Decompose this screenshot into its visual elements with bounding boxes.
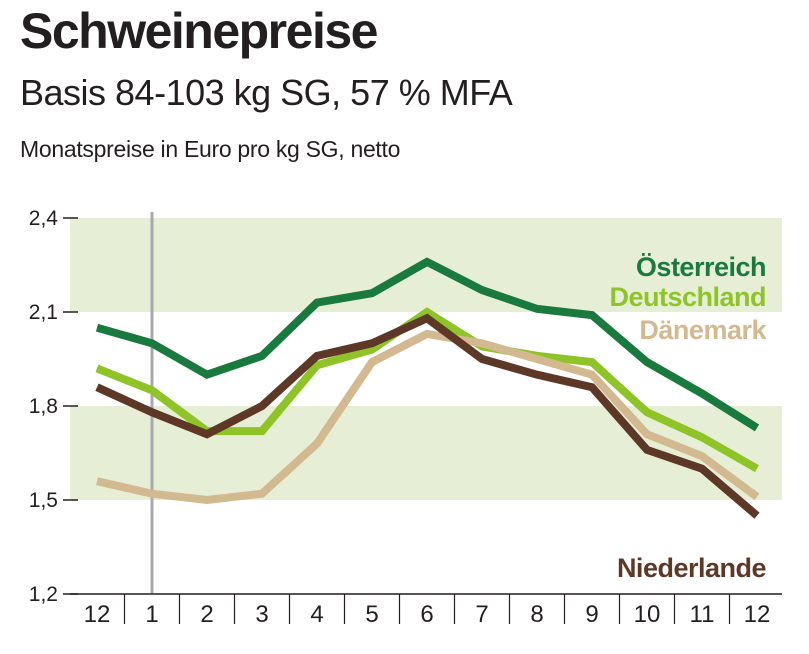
x-tick-label: 2 [200, 601, 213, 628]
y-axis-label: Monatspreise in Euro pro kg SG, netto [20, 136, 401, 162]
x-tick-label: 9 [585, 601, 598, 628]
x-tick-label: 1 [145, 601, 158, 628]
chart-subtitle: Basis 84-103 kg SG, 57 % MFA [20, 72, 513, 113]
y-tick-label: 1,8 [29, 395, 58, 418]
series-line-0 [95, 257, 760, 432]
x-tick-label: 11 [690, 601, 715, 628]
x-axis: 12 1 2 3 4 5 6 7 8 9 10 11 12 [70, 593, 782, 628]
y-tick-label: 2,1 [29, 301, 58, 324]
x-tick-label: 7 [475, 601, 488, 628]
chart-title: Schweinepreise [20, 3, 378, 59]
y-tick-label: 1,5 [29, 489, 58, 512]
x-tick-label: 8 [530, 601, 543, 628]
series-line-2 [96, 329, 760, 505]
x-tick-label: 3 [255, 601, 268, 628]
y-tick-label: 1,2 [29, 583, 58, 606]
x-tick-label: 4 [310, 601, 323, 628]
series-lines [95, 257, 760, 519]
x-tick-label: 12 [744, 601, 771, 628]
y-tick-label: 2,4 [29, 207, 59, 230]
series-line-3 [95, 313, 760, 519]
y-axis: 1,2 1,5 1,8 2,1 2,4 [29, 207, 78, 606]
x-tick-label: 5 [365, 601, 378, 628]
x-tick-label: 6 [420, 601, 433, 628]
series-label: Dänemark [639, 315, 767, 345]
series-label: Deutschland [609, 282, 766, 312]
x-tick-label: 10 [634, 601, 661, 628]
series-label: Niederlande [617, 553, 767, 583]
x-tick-label: 12 [84, 601, 111, 628]
series-label: Österreich [636, 252, 766, 282]
